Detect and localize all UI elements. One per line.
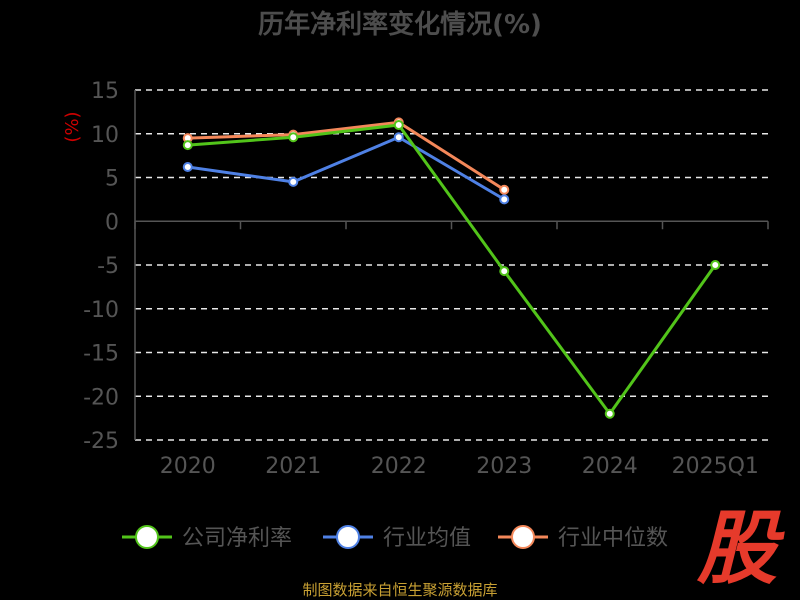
y-tick-label: -15: [83, 342, 119, 367]
y-tick-label: 0: [105, 210, 119, 235]
data-point: [393, 132, 404, 143]
series-line: [187, 120, 506, 192]
legend-swatch-marker: [511, 525, 535, 549]
x-tick-label: 2023: [476, 454, 532, 479]
x-tick-label: 2022: [371, 454, 427, 479]
legend-swatch-marker: [135, 525, 159, 549]
data-point: [288, 176, 299, 187]
y-tick-label: 15: [91, 79, 119, 104]
data-point: [182, 140, 193, 151]
legend: 公司净利率 行业均值 行业中位数: [122, 525, 668, 551]
brand-logo: 股: [696, 502, 785, 595]
x-tick-label: 2025Q1: [672, 454, 759, 479]
y-tick-label: -25: [83, 429, 119, 454]
data-point: [182, 162, 193, 172]
y-axis-ticks: 15 10 5 0 -5 -10 -15 -20 -25: [83, 79, 136, 454]
y-tick-label: -20: [83, 385, 119, 410]
data-point: [499, 194, 510, 205]
y-tick-label: -10: [83, 298, 119, 323]
x-tick-label: 2020: [160, 454, 216, 479]
legend-swatch-marker: [336, 525, 360, 549]
series-line: [187, 123, 717, 416]
series-line: [187, 135, 506, 201]
legend-label: 行业均值: [383, 526, 471, 551]
data-point: [288, 132, 299, 143]
data-point: [393, 120, 404, 130]
x-axis: 2020 2021 2022 2023 2024 2025Q1: [134, 221, 769, 479]
data-source-footer: 制图数据来自恒生聚源数据库: [302, 581, 497, 599]
data-point: [604, 408, 615, 419]
y-axis-unit: (%): [62, 111, 83, 142]
legend-label: 公司净利率: [182, 526, 292, 551]
series-lines: [182, 117, 721, 419]
data-point: [499, 184, 510, 195]
y-tick-label: 10: [91, 123, 119, 148]
x-tick-label: 2021: [265, 454, 321, 479]
data-point: [499, 266, 510, 277]
legend-label: 行业中位数: [558, 526, 668, 551]
y-tick-label: -5: [97, 254, 119, 279]
data-point: [710, 260, 721, 270]
chart-title: 历年净利率变化情况(%): [258, 9, 542, 40]
x-tick-label: 2024: [582, 454, 638, 479]
y-tick-label: 5: [105, 167, 119, 192]
